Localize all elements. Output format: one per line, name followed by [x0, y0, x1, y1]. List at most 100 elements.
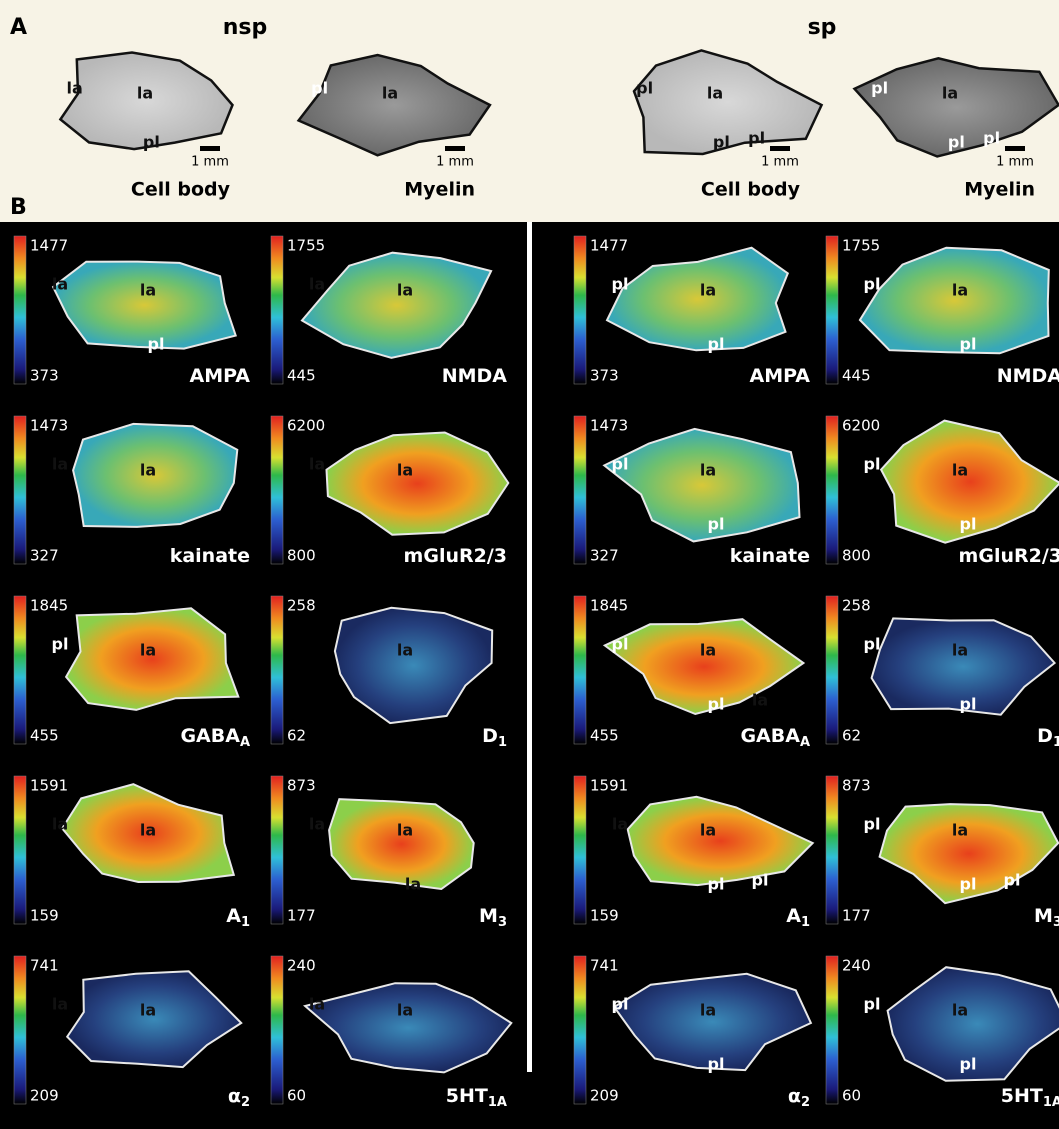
region-label: la [952, 1001, 968, 1020]
color-min: 62 [842, 727, 861, 745]
color-bar [574, 956, 586, 1104]
group-title: nsp [223, 15, 268, 40]
scale-bar [445, 146, 465, 151]
color-max: 1473 [30, 417, 68, 435]
region-label: pl [708, 1055, 725, 1074]
color-min: 177 [287, 907, 316, 925]
panel-label: B [10, 195, 27, 220]
receptor-name: kainate [730, 545, 810, 567]
region-label: la [952, 821, 968, 840]
color-max: 1755 [842, 237, 880, 255]
region-label: pl [612, 455, 629, 474]
receptor-label: GABAA [740, 725, 810, 750]
receptor-subscript: 1 [241, 915, 250, 930]
scale-label: 1 mm [191, 155, 229, 170]
figure: A B nsp Cell body 1 mm la la pl Myelin 1 mm la pl… [0, 0, 1059, 1129]
region-label: pl [864, 275, 881, 294]
receptor-subscript: 1 [498, 735, 507, 750]
receptor-name: mGluR2/3 [959, 545, 1059, 567]
image-caption: Cell body [131, 179, 231, 201]
color-min: 327 [590, 547, 619, 565]
region-label: pl [143, 132, 160, 151]
receptor-subscript: A [800, 735, 810, 750]
color-bar [574, 236, 586, 384]
region-label: pl [612, 995, 629, 1014]
image-caption: Myelin [964, 179, 1035, 201]
color-min: 455 [30, 727, 59, 745]
receptor-name: NMDA [997, 365, 1059, 387]
receptor-name: AMPA [190, 365, 251, 387]
color-max: 741 [30, 957, 59, 975]
receptor-subscript: 1A [1043, 1095, 1059, 1110]
receptor-subscript: 3 [1053, 915, 1059, 930]
color-min: 455 [590, 727, 619, 745]
receptor-label: NMDA [997, 365, 1059, 387]
color-max: 873 [287, 777, 316, 795]
receptor-label: AMPA [750, 365, 811, 387]
region-label: pl [960, 515, 977, 534]
region-label: pl [864, 995, 881, 1014]
scale-label: 1 mm [761, 155, 799, 170]
color-min: 800 [287, 547, 316, 565]
color-min: 445 [287, 367, 316, 385]
color-max: 1845 [590, 597, 628, 615]
region-label: pl [948, 132, 965, 151]
color-max: 1845 [30, 597, 68, 615]
color-min: 60 [842, 1087, 861, 1105]
color-bar [14, 776, 26, 924]
receptor-label: AMPA [190, 365, 251, 387]
region-label: la [52, 455, 68, 474]
region-label: la [52, 995, 68, 1014]
color-bar [574, 416, 586, 564]
divider [527, 222, 532, 1072]
receptor-name: A [786, 905, 801, 927]
scale-label: 1 mm [436, 155, 474, 170]
color-max: 258 [287, 597, 316, 615]
region-label: la [397, 641, 413, 660]
color-max: 6200 [287, 417, 325, 435]
region-label: la [52, 275, 68, 294]
group-title: sp [808, 15, 837, 40]
receptor-name: D [1037, 725, 1053, 747]
receptor-subscript: 1 [1053, 735, 1059, 750]
region-label: la [612, 815, 628, 834]
region-label: la [309, 275, 325, 294]
color-max: 258 [842, 597, 871, 615]
color-min: 327 [30, 547, 59, 565]
color-bar [574, 596, 586, 744]
region-label: la [700, 461, 716, 480]
color-min: 373 [30, 367, 59, 385]
color-min: 373 [590, 367, 619, 385]
region-label: la [140, 461, 156, 480]
color-bar [826, 776, 838, 924]
region-label: la [309, 995, 325, 1014]
color-max: 741 [590, 957, 619, 975]
color-bar [826, 956, 838, 1104]
color-bar [271, 416, 283, 564]
receptor-name: α [788, 1085, 801, 1107]
color-bar [271, 596, 283, 744]
receptor-name: A [226, 905, 241, 927]
receptor-name: GABA [180, 725, 240, 747]
color-bar [826, 596, 838, 744]
region-label: la [309, 455, 325, 474]
region-label: la [140, 1001, 156, 1020]
color-bar [826, 236, 838, 384]
region-label: pl [983, 129, 1000, 148]
color-min: 445 [842, 367, 871, 385]
color-bar [271, 776, 283, 924]
region-label: la [952, 461, 968, 480]
color-min: 159 [30, 907, 59, 925]
region-label: la [952, 281, 968, 300]
region-label: la [140, 821, 156, 840]
region-label: pl [960, 1055, 977, 1074]
color-bar [271, 236, 283, 384]
region-label: pl [1004, 871, 1021, 890]
receptor-subscript: 2 [801, 1095, 810, 1110]
color-bar [271, 956, 283, 1104]
region-label: la [309, 815, 325, 834]
image-caption: Cell body [701, 179, 801, 201]
region-label: pl [311, 78, 328, 97]
region-label: pl [713, 132, 730, 151]
scale-label: 1 mm [996, 155, 1034, 170]
